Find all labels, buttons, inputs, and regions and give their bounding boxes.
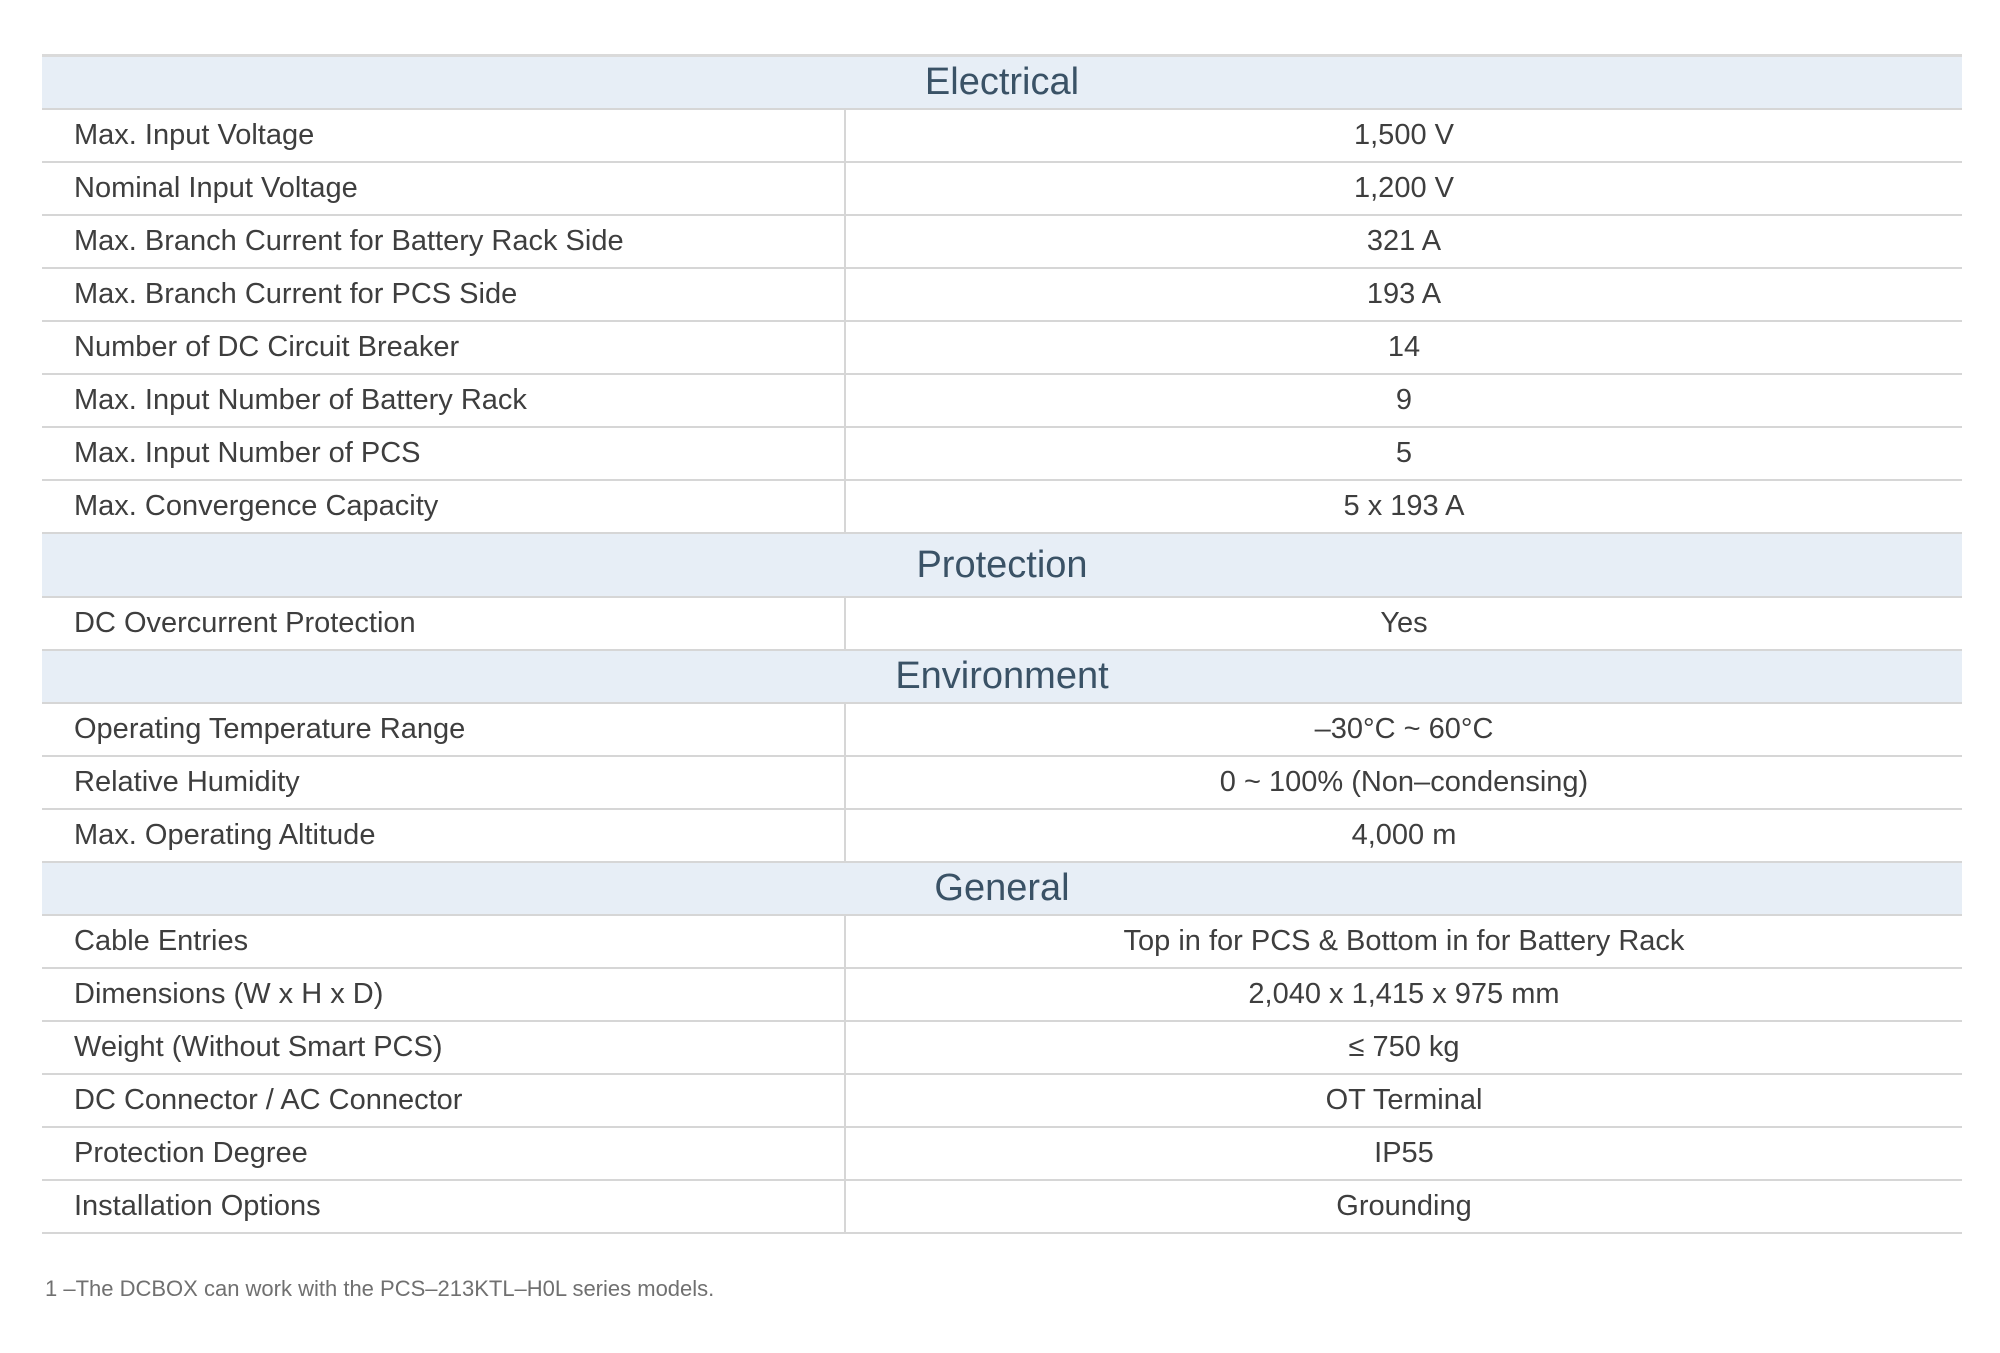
- spec-value: 5: [845, 427, 1962, 481]
- section-header-environment: Environment: [42, 650, 1962, 704]
- table-row: Nominal Input Voltage 1,200 V: [42, 162, 1962, 216]
- spec-value: 321 A: [845, 215, 1962, 269]
- spec-value: Yes: [845, 597, 1962, 651]
- table-row: Max. Input Number of PCS 5: [42, 427, 1962, 481]
- spec-value: 193 A: [845, 268, 1962, 322]
- spec-value: 14: [845, 321, 1962, 375]
- table-row: Installation Options Grounding: [42, 1180, 1962, 1234]
- table-row: Max. Branch Current for PCS Side 193 A: [42, 268, 1962, 322]
- spec-value: 0 ~ 100% (Non–condensing): [845, 756, 1962, 810]
- spec-label: Nominal Input Voltage: [42, 162, 846, 216]
- table-row: Protection Degree IP55: [42, 1127, 1962, 1181]
- spec-label: Installation Options: [42, 1180, 846, 1234]
- section-title: General: [42, 862, 1962, 916]
- table-row: Number of DC Circuit Breaker 14: [42, 321, 1962, 375]
- spec-value: 1,500 V: [845, 109, 1962, 163]
- table-row: Max. Branch Current for Battery Rack Sid…: [42, 215, 1962, 269]
- spec-value: 2,040 x 1,415 x 975 mm: [845, 968, 1962, 1022]
- table-row: Max. Input Voltage 1,500 V: [42, 109, 1962, 163]
- spec-value: Top in for PCS & Bottom in for Battery R…: [845, 915, 1962, 969]
- table-row: Max. Operating Altitude 4,000 m: [42, 809, 1962, 863]
- table-row: Operating Temperature Range –30°C ~ 60°C: [42, 703, 1962, 757]
- spec-label: Number of DC Circuit Breaker: [42, 321, 846, 375]
- spec-label: Max. Branch Current for Battery Rack Sid…: [42, 215, 846, 269]
- spec-value: 5 x 193 A: [845, 480, 1962, 534]
- spec-label: Protection Degree: [42, 1127, 846, 1181]
- table-row: Max. Convergence Capacity 5 x 193 A: [42, 480, 1962, 534]
- spec-label: DC Overcurrent Protection: [42, 597, 846, 651]
- section-title: Electrical: [42, 55, 1962, 110]
- section-title: Environment: [42, 650, 1962, 704]
- spec-label: DC Connector / AC Connector: [42, 1074, 846, 1128]
- spec-value: 9: [845, 374, 1962, 428]
- spec-table: Electrical Max. Input Voltage 1,500 V Nomin…: [42, 54, 1962, 1234]
- spec-label: Weight (Without Smart PCS): [42, 1021, 846, 1075]
- table-row: Cable Entries Top in for PCS & Bottom in …: [42, 915, 1962, 969]
- footnote: 1 –The DCBOX can work with the PCS–213KT…: [45, 1276, 715, 1301]
- spec-label: Max. Input Voltage: [42, 109, 846, 163]
- table-row: Dimensions (W x H x D) 2,040 x 1,415 x 97…: [42, 968, 1962, 1022]
- section-header-general: General: [42, 862, 1962, 916]
- spec-value: OT Terminal: [845, 1074, 1962, 1128]
- section-header-protection: Protection: [42, 533, 1962, 598]
- table-row: Relative Humidity 0 ~ 100% (Non–condensin…: [42, 756, 1962, 810]
- spec-label: Operating Temperature Range: [42, 703, 846, 757]
- table-row: DC Overcurrent Protection Yes: [42, 597, 1962, 651]
- spec-label: Cable Entries: [42, 915, 846, 969]
- table-row: Weight (Without Smart PCS) ≤ 750 kg: [42, 1021, 1962, 1075]
- spec-value: ≤ 750 kg: [845, 1021, 1962, 1075]
- spec-label: Relative Humidity: [42, 756, 846, 810]
- spec-label: Max. Branch Current for PCS Side: [42, 268, 846, 322]
- spec-label: Max. Operating Altitude: [42, 809, 846, 863]
- spec-value: IP55: [845, 1127, 1962, 1181]
- spec-value: 4,000 m: [845, 809, 1962, 863]
- section-title: Protection: [42, 533, 1962, 598]
- table-row: Max. Input Number of Battery Rack 9: [42, 374, 1962, 428]
- spec-value: 1,200 V: [845, 162, 1962, 216]
- spec-label: Dimensions (W x H x D): [42, 968, 846, 1022]
- spec-value: Grounding: [845, 1180, 1962, 1234]
- section-header-electrical: Electrical: [42, 55, 1962, 110]
- spec-label: Max. Input Number of PCS: [42, 427, 846, 481]
- table-row: DC Connector / AC Connector OT Terminal: [42, 1074, 1962, 1128]
- spec-label: Max. Input Number of Battery Rack: [42, 374, 846, 428]
- spec-value: –30°C ~ 60°C: [845, 703, 1962, 757]
- spec-label: Max. Convergence Capacity: [42, 480, 846, 534]
